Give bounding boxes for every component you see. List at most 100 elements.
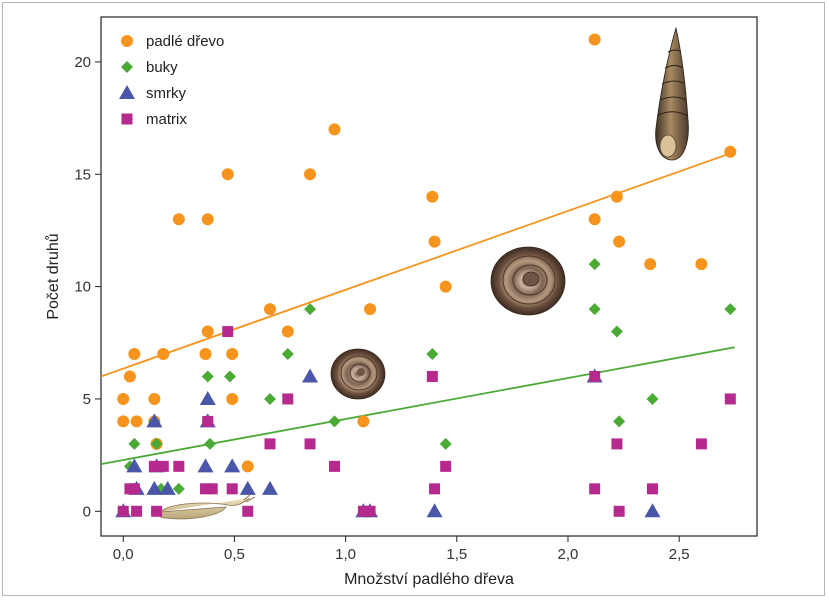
- data-point-circle: [695, 258, 708, 271]
- data-point-circle: [199, 348, 212, 361]
- data-point-circle: [357, 415, 370, 428]
- data-point-diamond: [646, 392, 659, 405]
- data-point-diamond: [426, 348, 439, 361]
- data-point-square: [157, 460, 169, 472]
- data-point-triangle: [146, 480, 163, 495]
- data-point-square: [724, 393, 736, 405]
- data-point-circle: [304, 168, 317, 181]
- plot-area-frame: [100, 16, 758, 537]
- data-point-circle: [130, 415, 143, 428]
- data-point-square: [128, 483, 140, 495]
- data-point-diamond: [128, 437, 141, 450]
- data-point-circle: [128, 348, 141, 361]
- data-point-square: [589, 483, 601, 495]
- data-point-square: [328, 460, 340, 472]
- legend-marker-circle: [121, 35, 133, 47]
- data-point-circle: [610, 190, 623, 203]
- x-tick-label: 0,0: [113, 546, 134, 563]
- data-point-circle: [439, 280, 452, 293]
- data-point-circle: [226, 348, 239, 361]
- data-point-square: [613, 505, 625, 517]
- data-point-triangle: [644, 503, 661, 518]
- data-point-diamond: [201, 370, 214, 383]
- data-point-triangle: [197, 458, 214, 473]
- data-point-diamond: [613, 415, 626, 428]
- data-point-circle: [588, 213, 601, 226]
- y-tick-label: 0: [83, 503, 91, 520]
- data-point-circle: [123, 370, 136, 383]
- y-tick-label: 15: [74, 166, 91, 183]
- data-point-square: [222, 326, 234, 338]
- trendline-circle: [100, 150, 736, 378]
- data-point-diamond: [588, 258, 601, 271]
- data-point-diamond: [724, 303, 737, 316]
- data-point-circle: [201, 213, 214, 226]
- data-point-square: [226, 483, 238, 495]
- y-tick-label: 20: [74, 54, 91, 71]
- x-tick-label: 1,0: [335, 546, 356, 563]
- legend-marker-diamond: [121, 61, 133, 73]
- data-point-square: [357, 505, 369, 517]
- data-point-diamond: [610, 325, 623, 338]
- data-point-square: [695, 438, 707, 450]
- data-point-triangle: [262, 480, 279, 495]
- data-point-square: [242, 505, 254, 517]
- data-point-square: [206, 483, 218, 495]
- data-point-circle: [157, 348, 170, 361]
- data-point-circle: [226, 392, 239, 405]
- data-point-circle: [264, 303, 277, 316]
- data-point-diamond: [588, 303, 601, 316]
- data-point-square: [646, 483, 658, 495]
- y-axis-title: Počet druhů: [44, 233, 62, 319]
- slug-image: [157, 492, 256, 520]
- data-point-circle: [221, 168, 234, 181]
- data-point-circle: [328, 123, 341, 136]
- legend-marker-square: [121, 113, 133, 125]
- data-point-triangle: [302, 368, 319, 383]
- data-point-square: [304, 438, 316, 450]
- data-point-circle: [241, 460, 254, 473]
- x-tick-label: 2,5: [669, 546, 690, 563]
- data-point-diamond: [223, 370, 236, 383]
- data-point-square: [282, 393, 294, 405]
- data-point-diamond: [172, 482, 185, 495]
- data-point-diamond: [203, 437, 216, 450]
- data-point-diamond: [150, 437, 163, 450]
- data-point-circle: [426, 190, 439, 203]
- data-point-square: [440, 460, 452, 472]
- legend-label: padlé dřevo: [146, 33, 224, 50]
- data-point-triangle: [126, 458, 143, 473]
- helicoid-snail-image-small: [330, 348, 386, 400]
- data-point-diamond: [281, 348, 294, 361]
- data-point-diamond: [264, 392, 277, 405]
- legend-marker-triangle: [119, 85, 135, 99]
- legend-label: matrix: [146, 111, 187, 128]
- data-point-square: [131, 505, 143, 517]
- data-point-square: [611, 438, 623, 450]
- data-point-square: [173, 460, 185, 472]
- data-point-circle: [724, 145, 737, 158]
- data-point-square: [429, 483, 441, 495]
- x-tick-label: 0,5: [224, 546, 245, 563]
- data-point-triangle: [159, 480, 176, 495]
- x-axis-title: Množství padlého dřeva: [344, 571, 514, 588]
- data-point-triangle: [224, 458, 241, 473]
- data-point-square: [151, 505, 163, 517]
- data-point-circle: [644, 258, 657, 271]
- data-point-circle: [613, 235, 626, 248]
- data-point-square: [364, 505, 376, 517]
- y-tick-label: 10: [74, 279, 91, 296]
- data-point-square: [264, 438, 276, 450]
- clausilia-snail-image: [655, 26, 689, 161]
- x-tick-label: 1,5: [446, 546, 467, 563]
- data-point-square: [589, 370, 601, 382]
- data-point-circle: [117, 392, 130, 405]
- data-point-diamond: [439, 437, 452, 450]
- legend-label: buky: [146, 59, 178, 76]
- data-point-triangle: [146, 413, 163, 428]
- data-point-square: [117, 505, 129, 517]
- data-point-diamond: [304, 303, 317, 316]
- data-point-square: [202, 415, 214, 427]
- data-point-circle: [148, 392, 161, 405]
